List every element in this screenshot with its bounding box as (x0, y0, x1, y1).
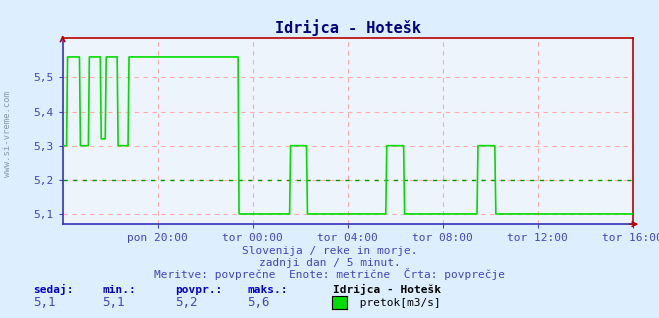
Title: Idrijca - Hotešk: Idrijca - Hotešk (275, 19, 420, 36)
Text: povpr.:: povpr.: (175, 285, 222, 294)
Text: 5,1: 5,1 (33, 296, 55, 309)
Text: Idrijca - Hotešk: Idrijca - Hotešk (333, 284, 441, 294)
Text: pretok[m3/s]: pretok[m3/s] (353, 298, 440, 308)
Text: zadnji dan / 5 minut.: zadnji dan / 5 minut. (258, 258, 401, 268)
Text: Meritve: povprečne  Enote: metrične  Črta: povprečje: Meritve: povprečne Enote: metrične Črta:… (154, 268, 505, 280)
Text: Slovenija / reke in morje.: Slovenija / reke in morje. (242, 246, 417, 256)
Text: 5,1: 5,1 (102, 296, 125, 309)
Text: 5,2: 5,2 (175, 296, 197, 309)
Text: maks.:: maks.: (247, 285, 287, 294)
Text: www.si-vreme.com: www.si-vreme.com (3, 91, 13, 176)
Text: 5,6: 5,6 (247, 296, 270, 309)
Text: sedaj:: sedaj: (33, 284, 73, 294)
Text: min.:: min.: (102, 285, 136, 294)
